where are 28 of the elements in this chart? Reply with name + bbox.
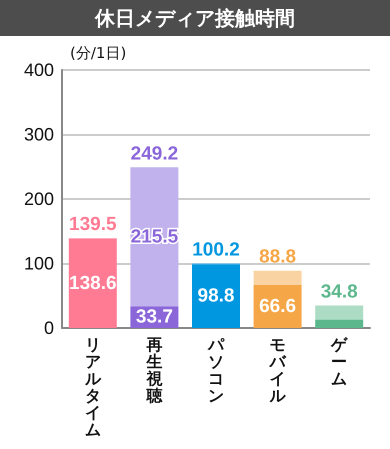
bar: [68, 238, 117, 328]
y-tick-label: 300: [24, 124, 54, 144]
total-label: 139.5: [69, 214, 118, 236]
bar: [254, 270, 302, 286]
y-tick-label: 100: [24, 254, 54, 274]
total-label: 100.2: [192, 239, 240, 260]
total-label: 34.8: [320, 282, 358, 303]
total-label: 249.2: [130, 143, 178, 164]
data-label: 33.7: [136, 306, 173, 328]
x-tick-label: リアルタイム: [84, 335, 102, 439]
y-axis-title: (分/1日): [70, 44, 126, 63]
x-tick-label: 再生視聴: [145, 335, 164, 405]
y-tick-label: 400: [24, 60, 54, 80]
data-label: 215.5: [130, 226, 179, 248]
bar: [315, 306, 364, 320]
bar: [315, 320, 364, 328]
x-tick-label: モバイル: [268, 335, 287, 405]
y-tick-label: 200: [24, 189, 54, 209]
data-label: 98.8: [198, 286, 234, 307]
bar: [192, 264, 240, 328]
x-tick-label: ゲーム: [330, 335, 350, 388]
data-label: 66.6: [259, 296, 296, 318]
x-tick-label: パソコン: [207, 335, 225, 405]
y-tick-label: 0: [44, 318, 54, 338]
total-label: 88.8: [259, 246, 296, 268]
chart-title: 休日メディア接触時間: [0, 0, 390, 36]
bar: [130, 167, 178, 306]
data-label: 138.6: [69, 272, 117, 294]
